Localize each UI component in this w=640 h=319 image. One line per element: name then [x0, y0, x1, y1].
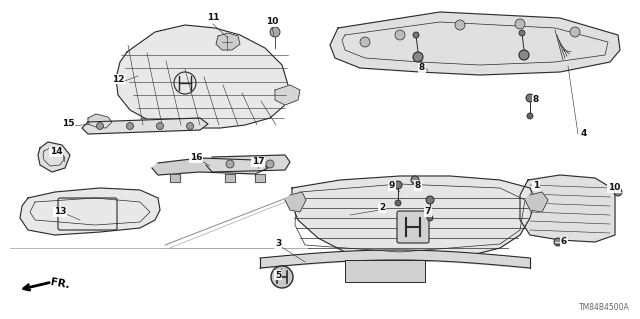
Circle shape — [519, 30, 525, 36]
Text: 6: 6 — [561, 238, 567, 247]
Polygon shape — [20, 188, 160, 235]
Circle shape — [427, 215, 433, 221]
Text: 10: 10 — [608, 183, 620, 192]
Bar — [345, 260, 425, 282]
Polygon shape — [292, 176, 535, 262]
Circle shape — [515, 19, 525, 29]
Circle shape — [426, 196, 434, 204]
Text: 10: 10 — [266, 18, 278, 26]
Circle shape — [395, 30, 405, 40]
Polygon shape — [225, 174, 235, 182]
Polygon shape — [275, 85, 300, 105]
Polygon shape — [285, 192, 306, 212]
Circle shape — [394, 181, 402, 189]
Polygon shape — [206, 155, 290, 172]
Polygon shape — [255, 174, 265, 182]
Text: 17: 17 — [252, 158, 264, 167]
FancyBboxPatch shape — [397, 211, 429, 243]
Text: 8: 8 — [419, 63, 425, 72]
Polygon shape — [216, 33, 240, 50]
Text: 8: 8 — [533, 95, 539, 105]
Circle shape — [570, 27, 580, 37]
Circle shape — [127, 122, 134, 130]
Polygon shape — [82, 118, 208, 134]
Text: 4: 4 — [581, 129, 587, 137]
Circle shape — [270, 27, 280, 37]
Circle shape — [97, 122, 104, 130]
Polygon shape — [525, 192, 548, 212]
Circle shape — [360, 37, 370, 47]
Text: 2: 2 — [379, 204, 385, 212]
Text: 11: 11 — [207, 13, 220, 23]
Text: 5: 5 — [275, 271, 281, 279]
Circle shape — [526, 94, 534, 102]
Circle shape — [226, 160, 234, 168]
Circle shape — [527, 113, 533, 119]
Circle shape — [266, 160, 274, 168]
Text: 13: 13 — [54, 207, 67, 217]
Polygon shape — [330, 12, 620, 75]
Circle shape — [411, 176, 419, 184]
Text: 15: 15 — [61, 120, 74, 129]
Circle shape — [455, 20, 465, 30]
Text: 7: 7 — [425, 207, 431, 217]
Text: 9: 9 — [389, 182, 395, 190]
Circle shape — [413, 52, 423, 62]
Circle shape — [186, 122, 193, 130]
Polygon shape — [116, 25, 288, 128]
Circle shape — [614, 188, 622, 196]
Polygon shape — [152, 158, 268, 175]
Circle shape — [395, 200, 401, 206]
Circle shape — [519, 50, 529, 60]
Text: 16: 16 — [189, 153, 202, 162]
Polygon shape — [170, 174, 180, 182]
Text: TM84B4500A: TM84B4500A — [579, 303, 630, 312]
Circle shape — [271, 266, 293, 288]
Polygon shape — [38, 142, 70, 172]
Circle shape — [554, 238, 562, 246]
Text: FR.: FR. — [50, 278, 71, 291]
Circle shape — [413, 32, 419, 38]
Text: 3: 3 — [275, 240, 281, 249]
Polygon shape — [520, 175, 615, 242]
Text: 12: 12 — [112, 75, 124, 84]
Text: 1: 1 — [533, 182, 539, 190]
Text: 14: 14 — [50, 147, 62, 157]
Circle shape — [157, 122, 163, 130]
Text: 8: 8 — [415, 182, 421, 190]
Polygon shape — [88, 114, 112, 128]
